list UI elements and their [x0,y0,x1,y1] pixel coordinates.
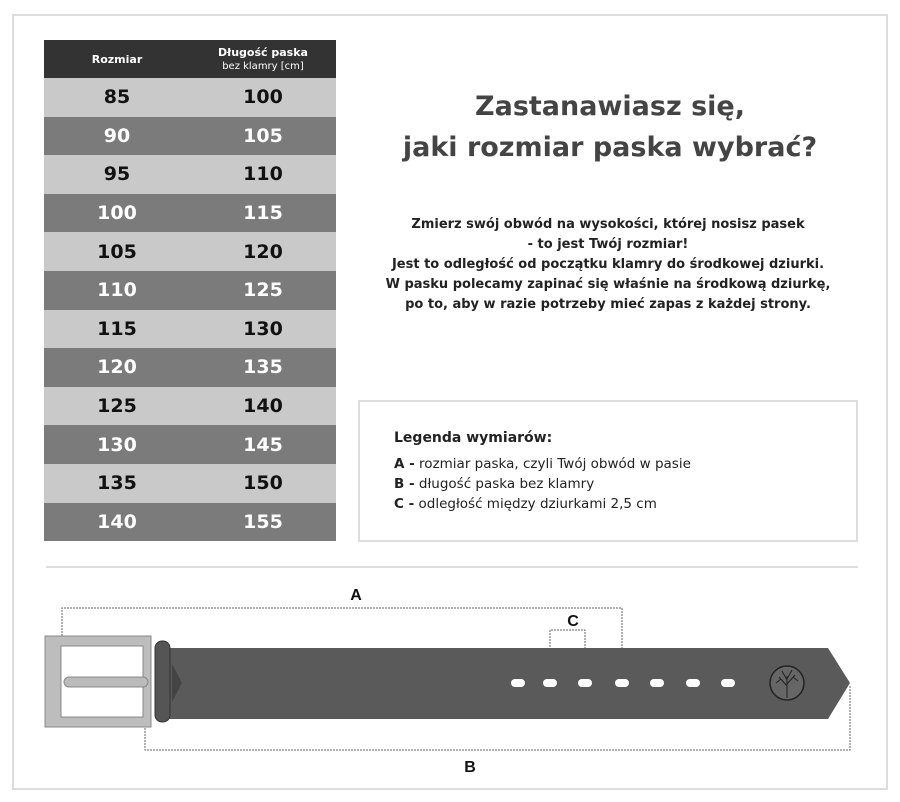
dimension-a-line [61,607,623,680]
header-length-line1: Długość paska [218,45,308,59]
page-frame [12,14,888,790]
label-b: B [464,759,476,776]
legend-text: długość paska bez klamry [414,476,595,492]
legend-item: C - odległość między dziurkami 2,5 cm [394,494,856,514]
table-row: 135 150 [44,463,336,503]
divider [46,566,858,568]
legend-item: B - długość paska bez klamry [394,474,856,494]
belt-strap [160,648,850,719]
legend-text: rozmiar paska, czyli Twój obwód w pasie [414,456,691,472]
size-cell: 140 [97,510,137,533]
size-cell: 110 [97,279,137,302]
belt-hole [615,679,629,687]
length-cell: 120 [243,240,283,263]
length-cell: 105 [243,124,283,147]
tree-emblem-icon [769,665,805,701]
table-row: 120 135 [44,348,336,387]
legend-key: A - [394,456,415,472]
table-row: 100 115 [44,193,336,233]
belt-hole [721,679,735,687]
instruction-line: Zmierz swój obwód na wysokości, której n… [411,217,805,232]
title-line2: jaki rozmiar paska wybrać? [402,132,818,163]
length-cell: 130 [243,317,283,340]
table-row: 110 125 [44,270,336,310]
legend-heading: Legenda wymiarów: [394,430,553,446]
belt-diagram: A C B [44,587,851,776]
belt-tip-triangle [172,664,182,702]
table-row: 125 140 [44,386,336,426]
length-cell: 110 [243,163,283,186]
table-row: 90 105 [44,116,336,156]
size-cell: 90 [103,124,131,147]
size-cell: 135 [97,472,137,495]
length-cell: 155 [243,510,283,533]
page-title: Zastanawiasz się, jaki rozmiar paska wyb… [360,86,860,168]
size-cell: 120 [97,356,137,379]
size-cell: 100 [97,202,137,225]
title-line1: Zastanawiasz się, [475,91,745,122]
buckle-prong [63,676,149,688]
length-cell: 145 [243,433,283,456]
belt-hole [511,679,525,687]
instruction-line: Jest to odległość od początku klamry do … [391,257,825,272]
belt-hole [578,679,592,687]
table-row: 115 130 [44,309,336,349]
instruction-line: - to jest Twój rozmiar! [527,237,689,252]
size-cell: 115 [97,317,137,340]
belt-hole [650,679,664,687]
size-cell: 105 [97,240,137,263]
length-cell: 115 [243,202,283,225]
header-size: Rozmiar [91,52,143,66]
length-cell: 100 [243,86,283,109]
legend-text: odległość między dziurkami 2,5 cm [414,496,657,512]
header-length: Długość paska bez klamry [cm] [190,46,336,73]
legend-key: C - [394,496,415,512]
table-row: 140 155 [44,502,336,542]
table-row: 95 110 [44,155,336,194]
length-cell: 140 [243,395,283,418]
length-cell: 150 [243,472,283,495]
belt-hole [543,679,557,687]
size-cell: 125 [97,395,137,418]
table-header: Rozmiar Długość paska bez klamry [cm] [44,40,336,78]
instructions: Zmierz swój obwód na wysokości, której n… [360,215,856,315]
legend-key: B - [394,476,415,492]
label-a: A [350,587,362,604]
instruction-line: W pasku polecamy zapinać się właśnie na … [385,277,831,292]
size-cell: 85 [103,86,131,109]
table-row: 85 100 [44,78,336,117]
size-cell: 95 [103,163,131,186]
size-table: Rozmiar Długość paska bez klamry [cm] 85… [44,40,336,542]
instruction-line: po to, aby w razie potrzeby mieć zapas z… [405,297,811,312]
belt-hole [686,679,700,687]
table-row: 105 120 [44,232,336,271]
table-row: 130 145 [44,425,336,464]
size-cell: 130 [97,433,137,456]
label-c: C [567,613,579,630]
dimension-b-line [144,685,851,751]
header-length-line2: bez klamry [cm] [222,60,304,72]
length-cell: 125 [243,279,283,302]
legend-item: A - rozmiar paska, czyli Twój obwód w pa… [394,454,856,474]
legend-box: Legenda wymiarów: A - rozmiar paska, czy… [358,400,858,542]
belt-loop [154,640,171,723]
length-cell: 135 [243,356,283,379]
